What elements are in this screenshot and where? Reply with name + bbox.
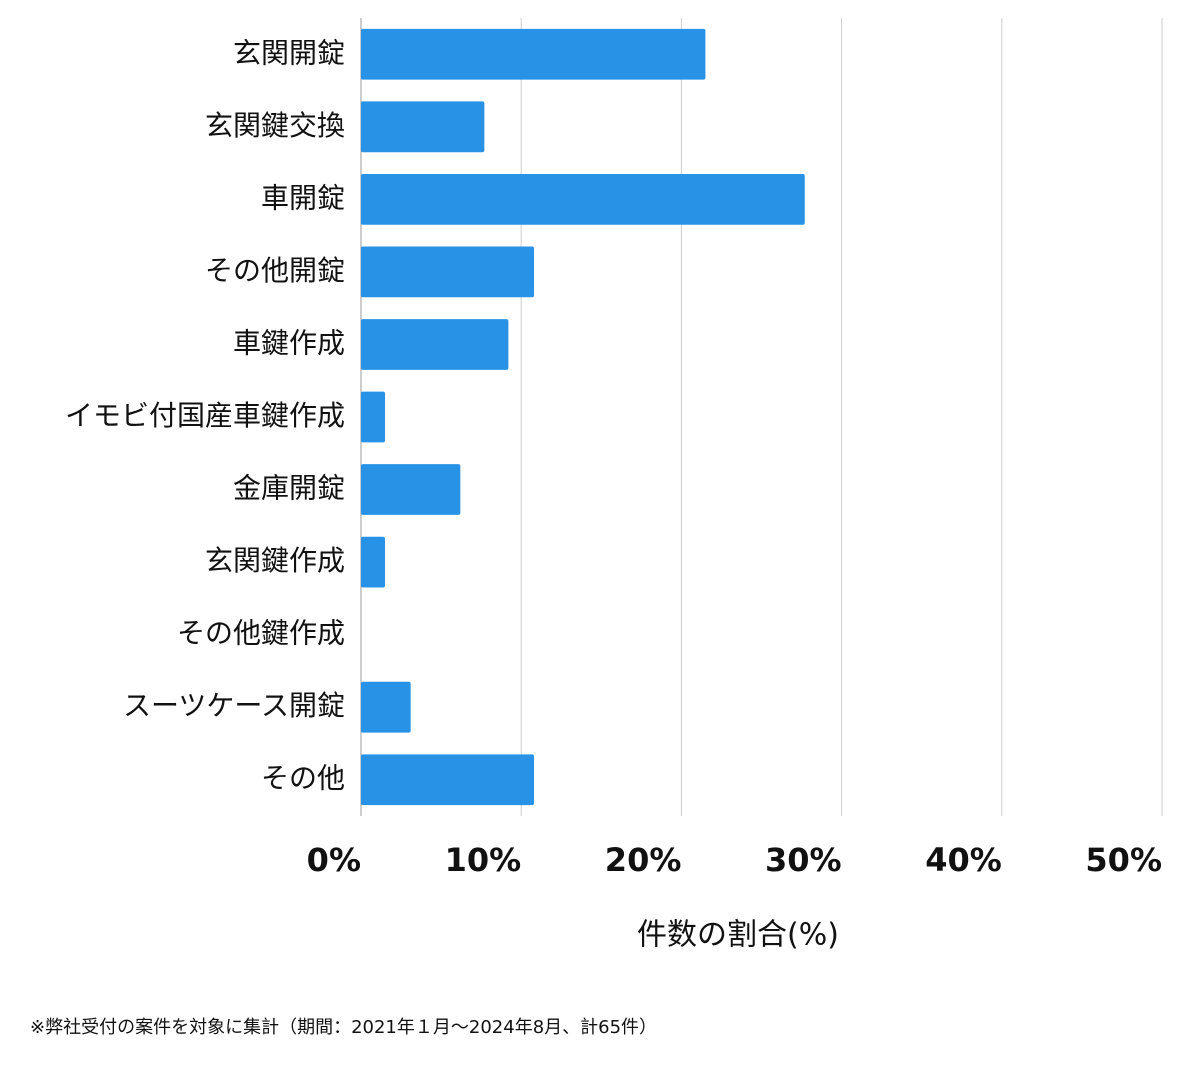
y-tick-label: 車鍵作成 bbox=[233, 326, 345, 359]
y-tick-label: 玄関鍵交換 bbox=[205, 109, 345, 142]
y-tick-label: その他鍵作成 bbox=[177, 617, 345, 650]
x-axis-title: 件数の割合(%) bbox=[637, 918, 839, 953]
footnote: ※弊社受付の案件を対象に集計（期間：2021年１月〜2024年8月、計65件） bbox=[30, 1017, 657, 1038]
x-tick-label: 0% bbox=[307, 841, 361, 879]
x-tick-label: 10% bbox=[445, 841, 522, 879]
bar bbox=[361, 391, 386, 443]
bar bbox=[361, 101, 485, 153]
y-tick-label: 玄関開錠 bbox=[233, 36, 345, 69]
bar bbox=[361, 28, 706, 80]
bar bbox=[361, 464, 461, 515]
x-tick-label: 20% bbox=[605, 841, 682, 879]
bar bbox=[361, 246, 535, 298]
y-tick-label: 玄関鍵作成 bbox=[205, 544, 345, 577]
bar bbox=[361, 319, 509, 370]
y-tick-label: イモビ付国産車鍵作成 bbox=[65, 399, 345, 432]
y-tick-label: 車開錠 bbox=[261, 181, 345, 214]
y-tick-label: その他 bbox=[261, 762, 345, 795]
bar bbox=[361, 173, 805, 225]
y-tick-label: スーツケース開錠 bbox=[123, 689, 345, 722]
y-tick-label: 金庫開錠 bbox=[233, 472, 345, 505]
bar bbox=[361, 536, 386, 588]
x-tick-label: 30% bbox=[765, 841, 842, 879]
bar bbox=[361, 681, 411, 733]
x-tick-label: 50% bbox=[1085, 841, 1162, 879]
x-tick-label: 40% bbox=[925, 841, 1002, 879]
y-tick-label: その他開錠 bbox=[205, 254, 345, 287]
bar bbox=[361, 754, 535, 806]
